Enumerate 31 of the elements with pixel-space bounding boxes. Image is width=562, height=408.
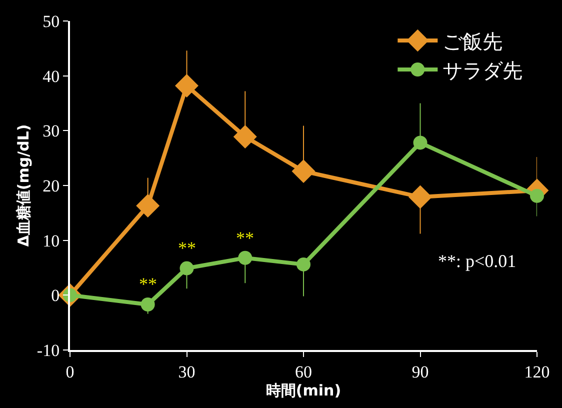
x-tick-label: 60 — [295, 362, 312, 382]
y-tick-label: 30 — [42, 122, 60, 141]
annotation: ** — [236, 228, 254, 248]
y-tick-label: 50 — [42, 12, 60, 31]
y-axis-title: Δ血糖値(mg/dL) — [14, 124, 33, 247]
annotation: ** — [139, 274, 157, 294]
legend-label: ご飯先 — [442, 29, 503, 54]
point — [180, 261, 194, 276]
point — [175, 74, 198, 98]
annotation: **: p<0.01 — [438, 251, 516, 271]
y-tick-label: -10 — [36, 340, 60, 360]
x-tick-label: 120 — [524, 362, 550, 382]
x-tick-label: 0 — [66, 362, 74, 382]
x-tick-label: 90 — [412, 362, 429, 382]
point — [234, 125, 257, 148]
x-axis-title: 時間(min) — [266, 381, 342, 400]
point — [136, 194, 160, 218]
y-tick-label: 0 — [51, 286, 60, 306]
point — [413, 136, 428, 150]
y-tick-label: 20 — [42, 176, 60, 196]
annotation: ** — [178, 238, 196, 258]
point — [238, 250, 252, 265]
y-tick-label: 10 — [42, 231, 60, 250]
point — [140, 297, 155, 312]
x-tick-label: 30 — [178, 362, 196, 382]
y-tick-label: 40 — [42, 66, 60, 86]
point — [296, 257, 310, 272]
point — [408, 185, 432, 209]
legend-label: サラダ先 — [442, 58, 523, 82]
point — [530, 188, 544, 203]
point — [292, 160, 316, 183]
